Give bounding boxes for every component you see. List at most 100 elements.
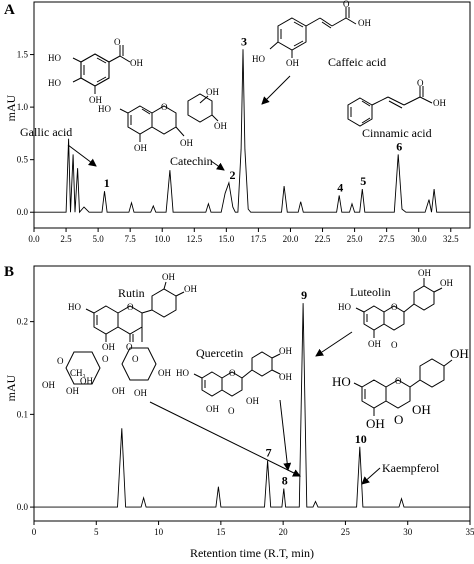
svg-text:OH: OH	[112, 386, 125, 396]
svg-text:OH: OH	[206, 404, 219, 414]
x-tick-label: 22.5	[315, 234, 331, 244]
x-tick-label: 15.0	[218, 234, 234, 244]
cinnamic-acid-label: Cinnamic acid	[362, 126, 432, 140]
x-tick-label: 32.5	[443, 234, 459, 244]
svg-text:O: O	[126, 342, 133, 352]
peak-label-5: 5	[360, 174, 366, 188]
svg-text:O: O	[114, 37, 121, 47]
peak-label-6: 6	[396, 139, 402, 153]
svg-text:OH: OH	[286, 58, 299, 68]
x-tick-label: 17.5	[251, 234, 267, 244]
catechin-structure: O OH OH HO OH OH	[98, 87, 227, 153]
svg-text:O: O	[228, 406, 235, 416]
svg-text:OH: OH	[246, 396, 259, 406]
svg-text:HO: HO	[48, 78, 61, 88]
peak-label-1: 1	[104, 176, 110, 190]
caffeic-acid-structure: O OH HO OH	[252, 0, 371, 68]
svg-text:OH: OH	[440, 278, 453, 288]
gallic-acid-arrow	[67, 144, 97, 167]
svg-text:O: O	[229, 368, 236, 378]
panel-b-trace	[34, 303, 470, 508]
x-tick-label: 20.0	[283, 234, 299, 244]
luteolin-label: Luteolin	[350, 285, 391, 299]
svg-text:O: O	[391, 302, 398, 312]
kaempferol-arrow	[361, 467, 381, 485]
svg-text:OH: OH	[42, 380, 55, 390]
luteolin-arrow	[315, 331, 353, 357]
panel-a-ylabel: mAU	[4, 94, 18, 121]
svg-text:OH: OH	[162, 272, 175, 282]
panel-b-xlabel: Retention time (R.T, min)	[190, 546, 314, 560]
svg-text:HO: HO	[252, 54, 265, 64]
svg-text:OH: OH	[366, 416, 385, 431]
svg-text:OH: OH	[450, 346, 469, 361]
x-tick-label: 10	[154, 527, 164, 537]
x-tick-label: 7.5	[125, 234, 137, 244]
panel-b: B mAU Retention time (R.T, min) 0.00.10.…	[4, 264, 474, 560]
x-tick-label: 30	[403, 527, 413, 537]
panel-b-xaxis: 0 5 10 15 20 25 30 35	[32, 521, 474, 537]
peak-label-8: 8	[282, 474, 288, 488]
svg-text:OH: OH	[66, 386, 79, 396]
x-tick-label: 35	[466, 527, 474, 537]
peak-label-10: 10	[355, 432, 367, 446]
x-tick-label: 12.5	[186, 234, 202, 244]
x-tick-label: 2.5	[60, 234, 72, 244]
y-tick-label: 0.5	[17, 155, 29, 165]
x-tick-label: 20	[279, 527, 289, 537]
svg-text:OH: OH	[134, 388, 147, 398]
caffeic-acid-label: Caffeic acid	[328, 55, 386, 69]
y-tick-label: 0.0	[17, 207, 29, 217]
svg-text:OH: OH	[433, 98, 446, 108]
y-tick-label: 0.1	[17, 409, 28, 419]
x-tick-label: 25	[341, 527, 351, 537]
svg-text:O: O	[394, 412, 403, 427]
rutin-arrow	[149, 401, 301, 477]
gallic-acid-label: Gallic acid	[20, 125, 72, 139]
svg-text:OH: OH	[279, 372, 292, 382]
panel-a-label: A	[4, 2, 15, 18]
panel-a-xaxis: 0.0 2.5 5.0 7.5 10.0 12.5 15.0 17.5 20.0 22.5 25.0…	[28, 228, 459, 244]
x-tick-label: 25.0	[347, 234, 363, 244]
y-tick-label: 0.2	[17, 317, 28, 327]
kaempferol-label: Kaempferol	[382, 461, 440, 475]
luteolin-structure: O OH OH HO OH O	[338, 268, 453, 350]
svg-text:OH: OH	[358, 18, 371, 28]
svg-text:HO: HO	[48, 53, 61, 63]
svg-text:HO: HO	[98, 104, 111, 114]
peak-label-9: 9	[301, 288, 307, 302]
peak-label-2: 2	[229, 168, 235, 182]
panel-a-yaxis: 0.0 0.5 1.0 1.5	[17, 50, 34, 217]
rutin-label: Rutin	[118, 286, 145, 300]
x-tick-label: 5	[94, 527, 99, 537]
svg-text:O: O	[102, 354, 109, 364]
panel-a-trace	[34, 49, 470, 214]
svg-text:OH: OH	[412, 402, 431, 417]
svg-text:OH: OH	[184, 284, 197, 294]
svg-text:OH: OH	[134, 143, 147, 153]
quercetin-structure: O OH OH HO OH OH O	[176, 346, 292, 416]
svg-text:OH: OH	[180, 138, 193, 148]
panel-b-yaxis: 0.0 0.1 0.2	[17, 317, 34, 512]
x-tick-label: 15	[216, 527, 226, 537]
caffeic-acid-arrow	[261, 75, 291, 105]
svg-text:OH: OH	[418, 268, 431, 278]
svg-text:O: O	[391, 340, 398, 350]
panel-b-label: B	[4, 264, 14, 280]
panel-b-frame	[33, 265, 471, 522]
peak-label-7: 7	[266, 446, 272, 460]
svg-text:O: O	[343, 0, 350, 9]
svg-text:OH: OH	[368, 339, 381, 349]
x-tick-label: 30.0	[411, 234, 427, 244]
quercetin-label: Quercetin	[196, 346, 243, 360]
svg-text:CH₃: CH₃	[70, 368, 86, 378]
y-tick-label: 1.5	[17, 50, 29, 60]
peak-label-3: 3	[241, 34, 247, 48]
svg-text:O: O	[57, 356, 64, 366]
svg-text:O: O	[161, 102, 168, 112]
cinnamic-acid-structure: O OH	[347, 78, 446, 127]
x-tick-label: 0	[32, 527, 37, 537]
svg-text:HO: HO	[68, 302, 81, 312]
svg-text:HO: HO	[338, 302, 351, 312]
